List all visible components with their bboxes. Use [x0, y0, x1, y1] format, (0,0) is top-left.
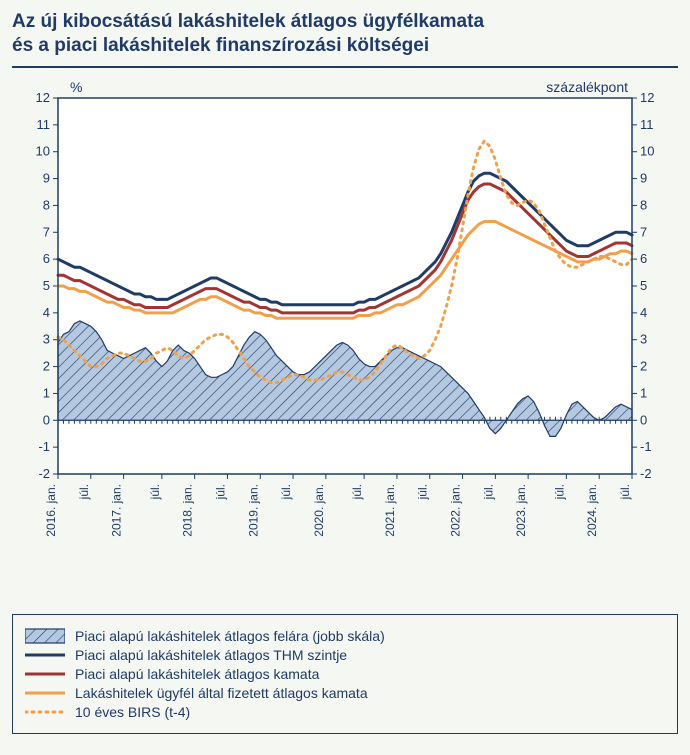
legend-label: Lakáshitelek ügyfél által fizetett átlag… — [75, 685, 368, 701]
svg-text:3: 3 — [640, 331, 647, 346]
svg-text:júl.: júl. — [77, 484, 91, 500]
svg-text:4: 4 — [43, 304, 50, 319]
svg-text:-2: -2 — [38, 466, 50, 481]
legend-swatch — [25, 648, 65, 662]
svg-text:7: 7 — [640, 224, 647, 239]
legend-item: Piaci alapú lakáshitelek átlagos kamata — [25, 666, 665, 682]
svg-text:júl.: júl. — [148, 484, 162, 500]
svg-text:6: 6 — [640, 251, 647, 266]
legend-label: Piaci alapú lakáshitelek átlagos kamata — [75, 666, 319, 682]
svg-text:-2: -2 — [640, 466, 652, 481]
svg-text:júl.: júl. — [213, 484, 227, 500]
svg-text:júl.: júl. — [618, 484, 632, 500]
svg-text:-1: -1 — [640, 439, 652, 454]
svg-text:5: 5 — [43, 278, 50, 293]
chart-title: Az új kibocsátású lakáshitelek átlagos ü… — [0, 0, 690, 66]
legend-label: Piaci alapú lakáshitelek átlagos THM szi… — [75, 647, 347, 663]
svg-text:2: 2 — [640, 358, 647, 373]
svg-text:júl.: júl. — [279, 484, 293, 500]
svg-text:-1: -1 — [38, 439, 50, 454]
svg-text:2019. jan.: 2019. jan. — [246, 484, 260, 537]
svg-text:8: 8 — [43, 197, 50, 212]
svg-text:2: 2 — [43, 358, 50, 373]
svg-text:júl.: júl. — [481, 484, 495, 500]
legend-item: Lakáshitelek ügyfél által fizetett átlag… — [25, 685, 665, 701]
svg-text:10: 10 — [640, 143, 654, 158]
chart: -2-2-1-100112233445566778899101011111212… — [12, 74, 678, 494]
svg-text:0: 0 — [640, 412, 647, 427]
svg-text:2021. jan.: 2021. jan. — [383, 484, 397, 537]
svg-text:11: 11 — [640, 116, 654, 131]
svg-text:%: % — [70, 79, 82, 95]
svg-text:10: 10 — [36, 143, 50, 158]
svg-text:3: 3 — [43, 331, 50, 346]
legend-swatch — [25, 686, 65, 700]
svg-text:11: 11 — [37, 116, 51, 131]
chart-svg: -2-2-1-100112233445566778899101011111212… — [12, 74, 678, 614]
svg-text:9: 9 — [640, 170, 647, 185]
svg-text:júl.: júl. — [552, 484, 566, 500]
svg-text:júl.: júl. — [350, 484, 364, 500]
svg-text:2017. jan.: 2017. jan. — [110, 484, 124, 537]
legend-item: 10 éves BIRS (t-4) — [25, 704, 665, 720]
svg-text:9: 9 — [43, 170, 50, 185]
page: Az új kibocsátású lakáshitelek átlagos ü… — [0, 0, 690, 755]
title-divider — [12, 66, 678, 68]
svg-text:2022. jan.: 2022. jan. — [449, 484, 463, 537]
legend-item: Piaci alapú lakáshitelek átlagos THM szi… — [25, 647, 665, 663]
svg-text:5: 5 — [640, 278, 647, 293]
svg-text:2020. jan.: 2020. jan. — [312, 484, 326, 537]
svg-text:12: 12 — [640, 90, 654, 105]
svg-text:2024. jan.: 2024. jan. — [585, 484, 599, 537]
svg-text:júl.: júl. — [416, 484, 430, 500]
legend-swatch — [25, 705, 65, 719]
svg-text:százalékpont: százalékpont — [546, 79, 628, 95]
legend-label: 10 éves BIRS (t-4) — [75, 704, 190, 720]
title-line-1: Az új kibocsátású lakáshitelek átlagos ü… — [12, 11, 484, 32]
svg-text:2016. jan.: 2016. jan. — [44, 484, 58, 537]
svg-text:1: 1 — [43, 385, 50, 400]
legend: Piaci alapú lakáshitelek átlagos felára … — [12, 614, 678, 734]
title-line-2: és a piaci lakáshitelek finanszírozási k… — [12, 35, 429, 56]
svg-text:4: 4 — [640, 304, 647, 319]
legend-label: Piaci alapú lakáshitelek átlagos felára … — [75, 628, 385, 644]
svg-text:1: 1 — [640, 385, 647, 400]
svg-text:12: 12 — [36, 90, 50, 105]
svg-text:0: 0 — [43, 412, 50, 427]
legend-swatch — [25, 667, 65, 681]
svg-text:8: 8 — [640, 197, 647, 212]
legend-item: Piaci alapú lakáshitelek átlagos felára … — [25, 628, 665, 644]
svg-text:6: 6 — [43, 251, 50, 266]
svg-text:2018. jan.: 2018. jan. — [181, 484, 195, 537]
svg-text:7: 7 — [43, 224, 50, 239]
legend-swatch — [25, 629, 65, 643]
svg-text:2023. jan.: 2023. jan. — [514, 484, 528, 537]
